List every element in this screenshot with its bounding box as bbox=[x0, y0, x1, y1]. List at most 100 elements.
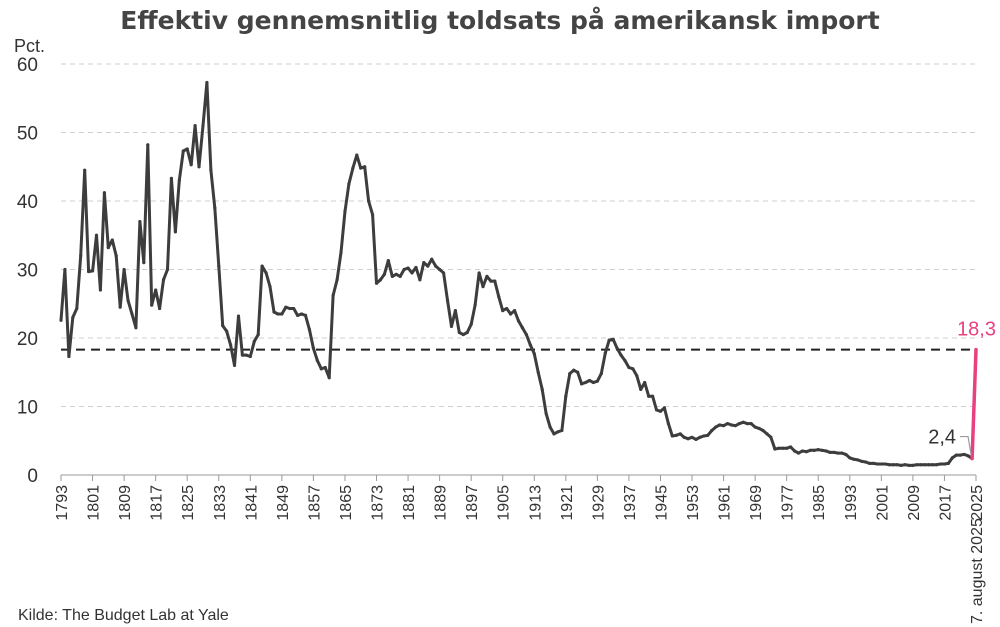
data-point bbox=[505, 306, 509, 311]
data-point bbox=[457, 330, 461, 335]
data-point bbox=[643, 380, 647, 385]
data-point bbox=[694, 437, 698, 441]
y-tick-label: 60 bbox=[17, 55, 38, 76]
data-point bbox=[792, 449, 797, 453]
data-point bbox=[560, 428, 564, 433]
data-point bbox=[382, 272, 387, 276]
data-point bbox=[599, 372, 603, 376]
data-point bbox=[331, 293, 335, 298]
annotation-label-2025: 18,3 bbox=[957, 319, 996, 341]
data-point bbox=[232, 363, 237, 367]
data-point bbox=[647, 394, 651, 398]
x-tick-label: 1985 bbox=[811, 485, 828, 521]
data-point bbox=[398, 274, 402, 278]
data-point bbox=[197, 165, 201, 169]
data-point bbox=[966, 454, 970, 458]
data-point bbox=[887, 463, 891, 467]
data-point bbox=[264, 271, 268, 275]
data-point bbox=[856, 458, 860, 462]
data-point bbox=[453, 309, 457, 313]
data-point bbox=[919, 463, 923, 467]
data-point bbox=[303, 313, 308, 317]
data-point bbox=[611, 337, 615, 341]
data-point bbox=[268, 285, 272, 289]
data-point bbox=[481, 285, 485, 289]
data-point bbox=[122, 267, 126, 272]
data-point bbox=[213, 206, 217, 210]
data-point bbox=[469, 322, 473, 326]
data-point bbox=[83, 168, 87, 172]
series-group bbox=[59, 80, 978, 468]
data-point bbox=[449, 324, 454, 328]
data-point bbox=[343, 209, 347, 213]
data-point bbox=[378, 278, 383, 282]
data-point bbox=[327, 376, 331, 380]
data-point bbox=[493, 279, 497, 283]
x-tick-label: 2001 bbox=[874, 485, 891, 521]
data-point bbox=[674, 433, 678, 437]
data-point bbox=[757, 426, 761, 431]
data-point bbox=[138, 219, 142, 224]
data-point bbox=[370, 213, 375, 217]
data-point bbox=[950, 456, 954, 460]
data-point bbox=[745, 422, 749, 426]
data-point bbox=[974, 348, 978, 352]
data-point bbox=[852, 457, 856, 461]
data-point bbox=[114, 254, 118, 258]
data-point bbox=[587, 378, 592, 383]
data-point bbox=[410, 271, 414, 275]
y-axis-unit-label: Pct. bbox=[14, 36, 46, 56]
y-tick-label: 40 bbox=[17, 192, 38, 213]
data-point bbox=[225, 329, 229, 333]
data-point bbox=[355, 153, 359, 157]
data-point bbox=[844, 452, 848, 457]
data-point bbox=[938, 462, 943, 466]
data-point bbox=[280, 312, 284, 316]
annotation-label-2024: 2,4 bbox=[928, 427, 956, 449]
data-point bbox=[863, 460, 868, 464]
data-point bbox=[591, 380, 596, 385]
y-tick-label: 10 bbox=[17, 398, 38, 419]
data-point bbox=[690, 435, 694, 439]
data-point bbox=[181, 149, 185, 153]
data-point bbox=[501, 309, 505, 313]
data-point bbox=[323, 365, 327, 370]
data-point bbox=[524, 332, 528, 337]
data-point bbox=[473, 303, 477, 307]
data-point bbox=[615, 346, 619, 350]
data-point bbox=[903, 463, 907, 467]
data-point bbox=[662, 406, 667, 410]
data-point bbox=[781, 446, 785, 450]
data-point bbox=[185, 147, 189, 151]
x-tick-label: 1865 bbox=[338, 485, 355, 521]
data-point bbox=[576, 370, 580, 374]
data-point bbox=[205, 80, 209, 85]
data-point bbox=[296, 313, 300, 317]
data-point bbox=[718, 423, 722, 427]
annotation-leader-line bbox=[960, 435, 972, 455]
data-point bbox=[737, 422, 741, 426]
data-point bbox=[777, 446, 781, 450]
data-point bbox=[832, 450, 836, 454]
data-point bbox=[733, 424, 738, 428]
data-point bbox=[339, 250, 343, 254]
data-point bbox=[970, 456, 974, 461]
data-point bbox=[276, 312, 280, 316]
x-tick-label: 1793 bbox=[54, 485, 71, 521]
data-point bbox=[438, 267, 442, 272]
data-point bbox=[335, 278, 339, 282]
data-point bbox=[434, 264, 438, 268]
data-point bbox=[75, 306, 79, 311]
data-point bbox=[871, 461, 876, 465]
data-point bbox=[157, 306, 162, 311]
data-point bbox=[765, 432, 769, 436]
y-axis-ticks: 0 10 20 30 40 50 60 bbox=[17, 55, 38, 487]
data-point bbox=[359, 166, 363, 170]
data-point bbox=[441, 271, 446, 275]
data-point bbox=[430, 257, 434, 261]
x-tick-label: 2009 bbox=[906, 485, 923, 521]
data-point bbox=[958, 453, 962, 457]
data-point bbox=[548, 425, 552, 429]
data-point bbox=[607, 338, 611, 342]
data-point bbox=[256, 332, 260, 337]
